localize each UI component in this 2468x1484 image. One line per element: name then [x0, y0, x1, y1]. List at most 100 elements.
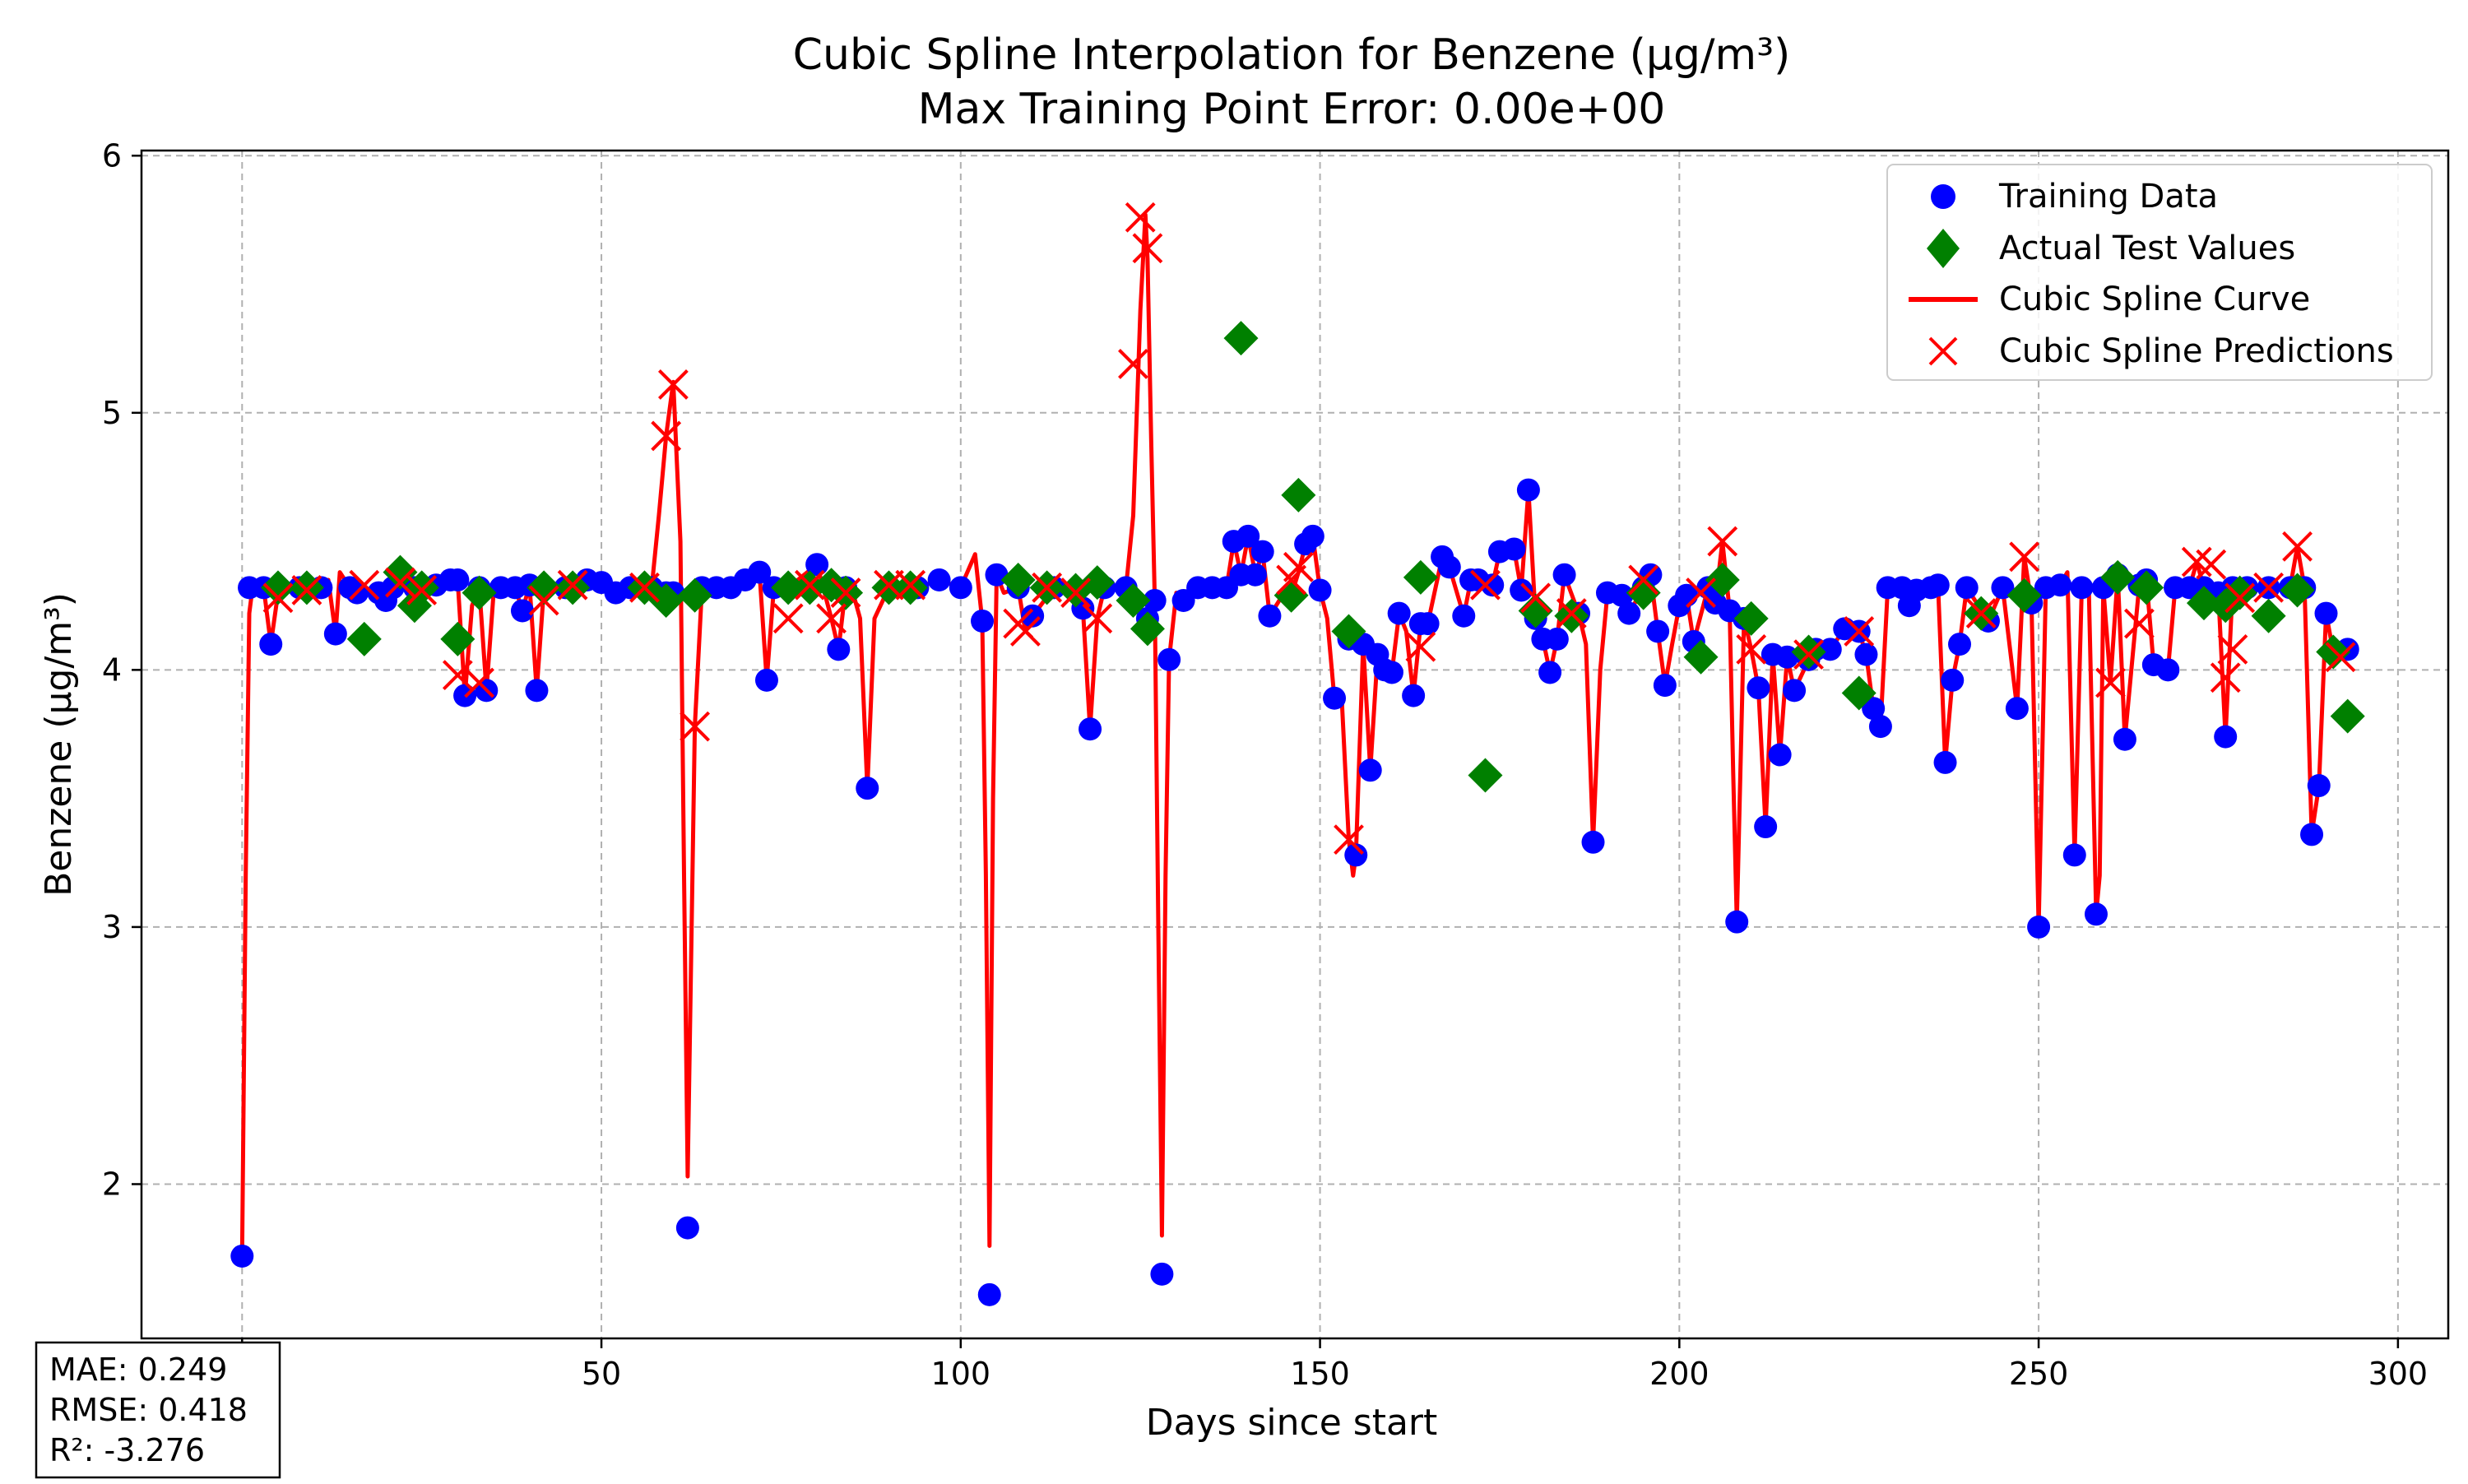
prediction-marker — [557, 569, 588, 601]
training-point — [1941, 668, 1965, 692]
training-point — [1402, 684, 1426, 707]
prediction-marker — [2095, 667, 2126, 698]
prediction-marker — [1334, 824, 1364, 856]
prediction-marker — [442, 660, 473, 691]
legend-curve-label: Cubic Spline Curve — [1999, 281, 2310, 318]
training-point — [323, 622, 347, 646]
prediction-marker — [1793, 639, 1824, 670]
y-axis-label: Benzene (µg/m³) — [38, 592, 80, 897]
prediction-marker — [772, 603, 804, 634]
test-point — [2251, 598, 2286, 633]
training-point — [1516, 478, 1540, 502]
metric-r2: R²: -3.276 — [49, 1432, 205, 1468]
x-tick-label: 100 — [931, 1356, 991, 1392]
y-tick-label: 2 — [102, 1166, 122, 1202]
prediction-marker — [794, 569, 825, 601]
prediction-marker — [2217, 633, 2248, 665]
training-point — [525, 679, 549, 703]
training-point — [754, 668, 778, 692]
prediction-marker — [1132, 233, 1163, 264]
training-point — [1502, 537, 1526, 561]
test-point — [2330, 698, 2365, 734]
prediction-marker — [1010, 616, 1041, 647]
training-point — [1768, 743, 1792, 767]
training-point — [2084, 902, 2108, 926]
test-point — [346, 621, 382, 656]
training-point — [1948, 633, 1972, 656]
prediction-marker — [1520, 582, 1552, 614]
prediction-marker — [1844, 616, 1875, 647]
training-point — [1387, 601, 1411, 625]
training-point — [1380, 661, 1403, 684]
training-point — [2027, 915, 2051, 939]
training-point — [1437, 555, 1461, 579]
training-point — [1452, 604, 1476, 628]
prediction-marker — [464, 667, 494, 698]
y-tick-label: 3 — [102, 909, 122, 945]
test-point — [440, 621, 476, 656]
training-point — [230, 1244, 254, 1268]
training-point — [1538, 661, 1562, 684]
plot-area — [230, 202, 2365, 1306]
prediction-marker — [1965, 598, 1997, 629]
prediction-marker — [895, 569, 926, 601]
training-point — [259, 633, 283, 656]
prediction-marker — [1082, 603, 1113, 634]
prediction-marker — [262, 582, 294, 614]
legend-test-marker — [1927, 229, 1960, 268]
training-point — [2113, 727, 2136, 751]
test-point — [2100, 559, 2136, 595]
prediction-marker — [2224, 582, 2256, 614]
test-point — [1683, 639, 1719, 675]
prediction-marker — [680, 711, 711, 742]
training-point — [1955, 576, 1979, 600]
test-point — [2280, 573, 2315, 608]
training-point — [2048, 573, 2072, 597]
training-point — [1510, 578, 1533, 602]
prediction-marker — [1628, 564, 1659, 596]
test-point — [1554, 598, 1589, 633]
prediction-marker — [2253, 572, 2285, 603]
training-point — [827, 638, 851, 661]
x-tick-label: 200 — [1649, 1356, 1710, 1392]
x-axis-label: Days since start — [1146, 1402, 1438, 1444]
training-point — [1747, 676, 1770, 700]
test-point — [404, 570, 439, 605]
test-point — [462, 575, 497, 610]
training-point — [1143, 588, 1167, 612]
prediction-marker — [349, 569, 380, 601]
training-point — [1323, 686, 1347, 710]
training-point — [1344, 843, 1368, 867]
training-point — [1854, 642, 1878, 666]
prediction-marker — [2282, 531, 2313, 562]
x-tick-label: 300 — [2368, 1356, 2429, 1392]
training-point — [1021, 604, 1045, 628]
training-point — [1258, 604, 1282, 628]
prediction-marker — [528, 585, 559, 616]
spline-curve-line — [239, 212, 2350, 1257]
training-point — [748, 560, 772, 584]
test-point — [1518, 593, 1553, 628]
chart-subtitle: Max Training Point Error: 0.00e+00 — [918, 85, 1666, 134]
test-point — [792, 570, 828, 605]
test-point — [2006, 577, 2042, 613]
prediction-marker — [816, 603, 847, 634]
test-point — [1403, 559, 1438, 595]
training-point — [1243, 563, 1267, 587]
chart-title: Cubic Spline Interpolation for Benzene (… — [793, 30, 1791, 80]
training-point — [1358, 758, 1382, 782]
prediction-marker — [2210, 662, 2241, 693]
training-point — [510, 599, 534, 623]
training-point — [856, 777, 879, 800]
training-point — [446, 568, 470, 591]
test-point — [383, 554, 418, 590]
test-point — [2187, 586, 2222, 621]
prediction-marker — [291, 575, 322, 605]
metric-rmse: RMSE: 0.418 — [49, 1392, 248, 1428]
training-point — [1754, 815, 1778, 839]
training-point — [1783, 679, 1807, 703]
test-point — [1000, 562, 1036, 597]
legend-test-label: Actual Test Values — [1999, 230, 2295, 267]
x-tick-label: 50 — [582, 1356, 621, 1392]
